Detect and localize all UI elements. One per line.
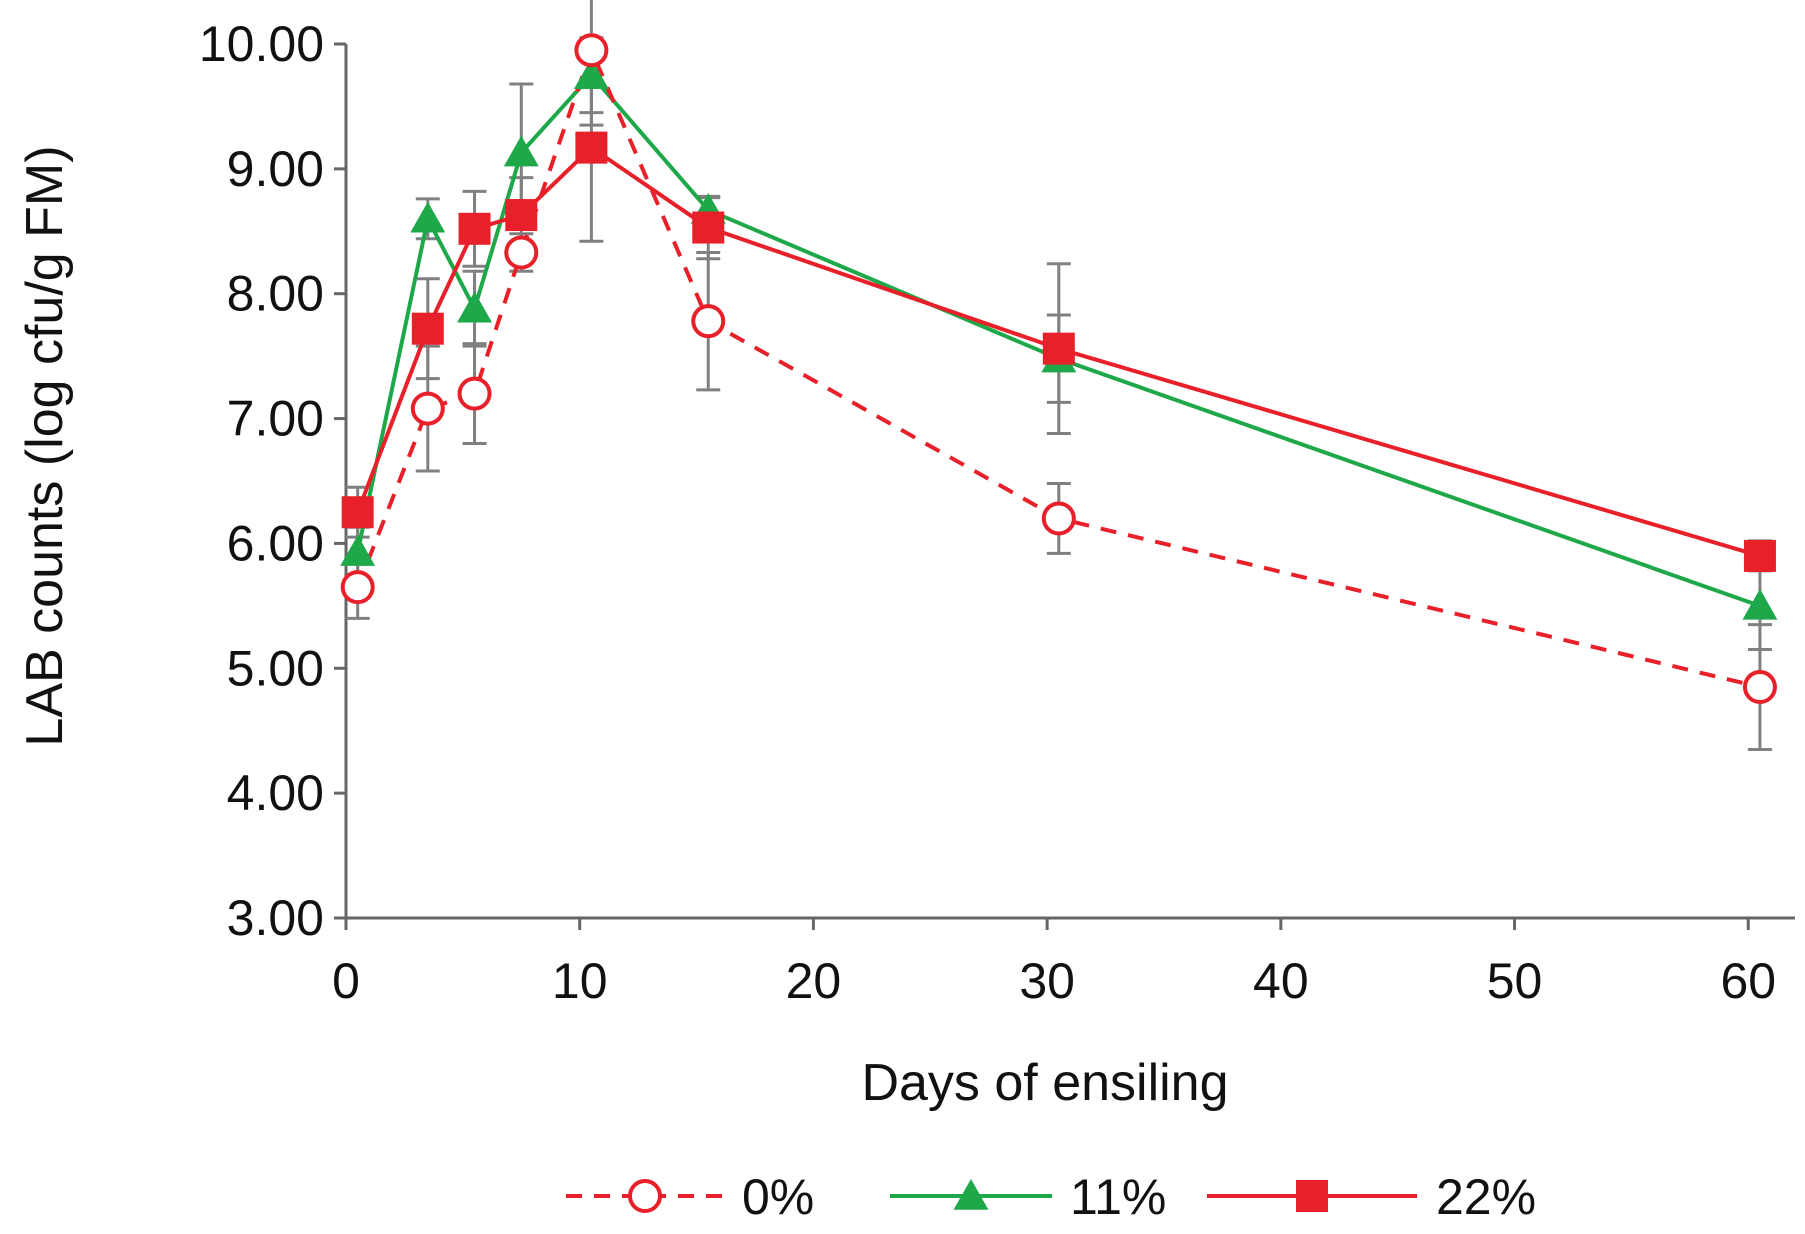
- y-tick-label: 7.00: [227, 391, 324, 447]
- series-markers: [340, 33, 1778, 705]
- data-point-0pct: [1742, 670, 1777, 705]
- x-tick-label: 30: [1019, 953, 1075, 1009]
- data-point-22pct: [1743, 539, 1776, 572]
- data-point-11pct: [457, 291, 493, 323]
- series-line-22pct: [355, 145, 1761, 558]
- x-tick-label: 50: [1487, 953, 1543, 1009]
- x-tick-label: 20: [786, 953, 842, 1009]
- y-tick-label: 3.00: [227, 890, 324, 946]
- data-point-0pct: [1041, 501, 1076, 536]
- y-tick-label: 9.00: [227, 141, 324, 197]
- legend-label: 11%: [1070, 1169, 1166, 1225]
- data-point-11pct: [410, 201, 446, 233]
- x-axis-title: Days of ensiling: [861, 1054, 1228, 1112]
- y-tick-label: 4.00: [227, 765, 324, 821]
- legend-label: 22%: [1436, 1169, 1536, 1225]
- data-point-0pct: [691, 304, 726, 339]
- y-tick-label: 5.00: [227, 640, 324, 696]
- data-point-11pct: [1742, 588, 1778, 620]
- series-line-11pct: [355, 73, 1761, 608]
- y-axis-title: LAB counts (log cfu/g FM): [16, 145, 74, 746]
- x-tick-label: 10: [552, 953, 608, 1009]
- x-tick-label: 40: [1253, 953, 1309, 1009]
- legend-marker-11pct: [953, 1178, 989, 1210]
- legend-label: 0%: [742, 1169, 814, 1225]
- error-bars: [345, 0, 1772, 751]
- data-point-0pct: [574, 33, 609, 68]
- data-point-22pct: [575, 131, 608, 164]
- data-point-0pct: [340, 570, 375, 605]
- data-point-0pct: [410, 391, 445, 426]
- y-tick-label: 6.00: [227, 515, 324, 571]
- data-point-22pct: [1042, 332, 1075, 365]
- data-point-0pct: [457, 376, 492, 411]
- y-tick-label: 8.00: [227, 266, 324, 322]
- data-point-22pct: [505, 199, 538, 232]
- legend: 0% 11% 22%: [566, 1169, 1536, 1225]
- legend-marker-0pct: [628, 1179, 662, 1213]
- axes: 3.00 4.00 5.00 6.00 7.00 8.00 9.00 10.00 0 10 20 30…: [199, 16, 1795, 1009]
- data-point-11pct: [340, 535, 376, 566]
- data-point-22pct: [692, 211, 725, 244]
- data-point-11pct: [573, 58, 609, 89]
- y-tick-label: 10.00: [199, 16, 324, 72]
- x-tick-label: 60: [1720, 953, 1776, 1009]
- legend-marker-22pct: [1296, 1180, 1328, 1212]
- data-point-22pct: [411, 312, 444, 345]
- data-point-22pct: [458, 212, 491, 245]
- data-point-11pct: [503, 135, 539, 167]
- data-point-22pct: [341, 496, 374, 529]
- x-tick-label: 0: [332, 953, 360, 1009]
- data-point-0pct: [504, 235, 539, 270]
